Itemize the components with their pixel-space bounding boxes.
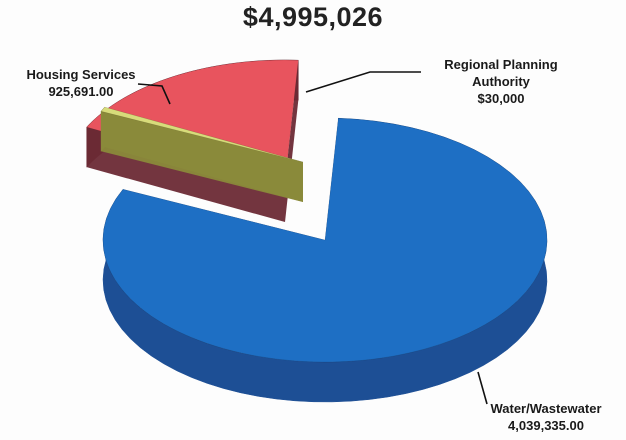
pie-slice-cut-1-1	[104, 107, 303, 202]
leader-regional	[305, 71, 421, 93]
leader-housing	[137, 83, 171, 105]
label-water-wastewater-value: 4,039,335.00	[508, 418, 584, 433]
label-water-wastewater-name: Water/Wastewater	[490, 401, 602, 416]
pie-slice-top-1	[100, 106, 304, 163]
leader-water	[477, 371, 488, 405]
pie-slice-0	[102, 117, 548, 403]
pie-slice-1	[100, 106, 304, 202]
label-regional-planning-value: $30,000	[477, 91, 525, 106]
label-housing-services: Housing Services 925,691.00	[6, 66, 156, 100]
pie-slices	[86, 59, 548, 403]
label-regional-planning-name-1: Regional Planning	[444, 57, 558, 72]
label-regional-planning-name-2: Authority	[472, 74, 530, 89]
label-water-wastewater: Water/Wastewater 4,039,335.00	[466, 400, 626, 434]
pie-slice-top-0	[102, 117, 548, 363]
label-housing-services-name: Housing Services	[26, 67, 136, 82]
leader-lines	[137, 71, 488, 405]
chart-title: $4,995,026	[242, 2, 384, 32]
label-housing-services-value: 925,691.00	[48, 84, 114, 99]
label-regional-planning: Regional Planning Authority $30,000	[416, 56, 586, 107]
